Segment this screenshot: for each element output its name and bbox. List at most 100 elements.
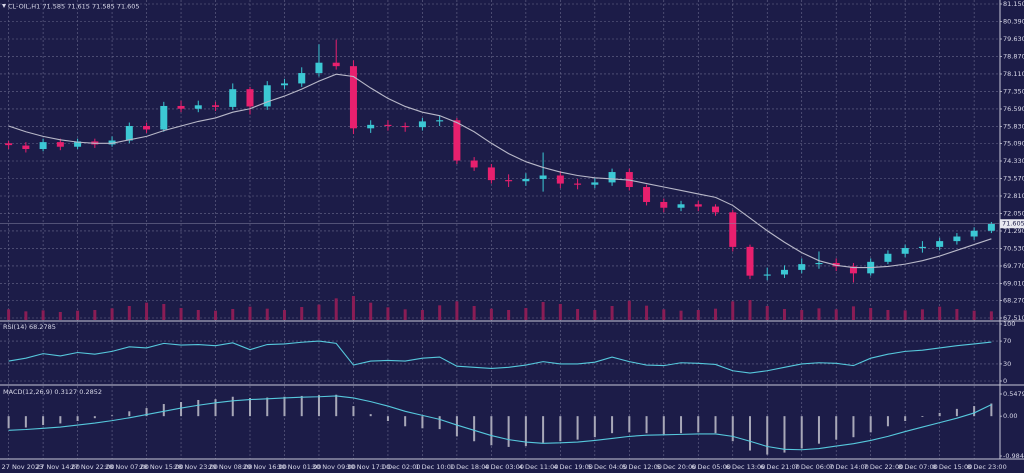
macd-bar [317,395,320,417]
candle-body [953,236,961,242]
candle-body [367,124,375,129]
volume-bar [524,308,528,320]
x-tick-label: 30 Nov 01:00 [277,463,321,471]
main-title: CL-OIL,H1 71.585 71.615 71.585 71.605 [8,3,140,11]
volume-bar [58,312,62,320]
x-tick-label: 1 Dec 02:00 [381,463,421,471]
candle-body [125,126,133,141]
volume-bar [420,310,424,320]
candle-body [212,105,220,107]
x-tick-label: 27 Nov 14:00 [36,463,80,471]
volume-bar [300,307,304,320]
macd-bar [835,416,838,440]
indicator-line [8,340,992,374]
volume-bar [386,307,390,320]
macd-bar [266,397,269,417]
volume-bar [938,306,942,320]
volume-bar [127,306,131,320]
volume-bar [748,300,752,320]
y-tick-label: 77.350 [1003,87,1024,95]
macd-bar [145,408,148,417]
candle-body [746,246,754,276]
macd-bar [404,416,407,427]
y-tick-label: 79.630 [1003,35,1024,43]
volume-bar [507,310,511,320]
macd-bar [197,399,200,417]
volume-bar [110,308,114,320]
x-tick-label: 6 Dec 13:00 [726,463,766,471]
last-price-label: 71.605 [1002,220,1024,228]
volume-bar [679,310,683,320]
y-tick-label: 0.00 [1003,412,1017,420]
x-tick-label: 1 Dec 10:00 [415,463,455,471]
y-tick-label: 78.870 [1003,52,1024,60]
macd-bar [93,416,96,419]
macd-bar [852,416,855,438]
y-tick-label: 81.150 [1003,0,1024,8]
volume-bar [231,309,235,320]
macd-bar [352,406,355,417]
macd-bar [766,416,769,455]
volume-bar [179,308,183,320]
y-tick-label: 75.830 [1003,122,1024,130]
x-tick-label: 8 Dec 07:00 [898,463,938,471]
y-tick-label: 76.590 [1003,105,1024,113]
volume-bar [920,309,924,320]
y-tick-label: 70.530 [1003,244,1024,252]
macd-bar [473,416,476,442]
macd-bar [749,416,751,451]
macd-bar [386,416,389,422]
macd-bar [162,404,165,417]
x-tick-label: 27 Nov 22:00 [71,463,115,471]
candle-body [470,160,478,168]
candle-body [418,121,426,128]
volume-bar [24,311,28,320]
macd-bar [662,416,665,435]
macd-bar [59,416,62,424]
volume-bar [558,304,562,320]
macd-bar [697,416,700,433]
volume-bar [851,306,855,320]
candle-body [505,180,513,182]
candle-body [643,187,651,202]
volume-bar [576,309,580,320]
candle-body [143,126,151,130]
y-tick-label: 0 [1003,377,1007,385]
candle-body [177,105,185,109]
volume-bar [214,310,218,320]
volume-bar [93,310,97,320]
candle-body [712,206,720,213]
x-tick-label: 28 Nov 15:00 [140,463,184,471]
macd-bar [214,399,217,417]
y-tick-label: -0.9848 [1003,452,1024,460]
macd-bar [180,402,183,417]
y-tick-label: 72.050 [1003,209,1024,217]
candle-body [970,230,978,237]
volume-bar [282,310,286,320]
macd-bar [490,416,493,446]
macd-bar [955,408,958,417]
macd-bar [800,416,803,449]
candle-body [246,89,254,107]
volume-bar [265,308,269,320]
macd-bar [731,416,734,442]
indicator-line [8,395,992,451]
rsi-title: RSI(14) 68.2785 [3,323,56,331]
candle-body [194,105,202,109]
macd-bar [455,416,458,437]
candle-body [901,248,909,254]
macd-bar [335,394,338,417]
x-tick-label: 7 Dec 06:00 [795,463,835,471]
candle-body [332,62,340,67]
candle-body [936,241,944,247]
y-tick-label: 68.270 [1003,297,1024,305]
candle-body [539,175,547,179]
candle-body [849,266,857,274]
volume-bar [731,301,735,320]
candle-body [263,85,271,107]
macd-bar [628,416,631,433]
macd-bar [714,416,717,434]
volume-bar [886,310,890,320]
volume-bar [76,310,80,320]
x-tick-label: 6 Dec 21:00 [760,463,800,471]
